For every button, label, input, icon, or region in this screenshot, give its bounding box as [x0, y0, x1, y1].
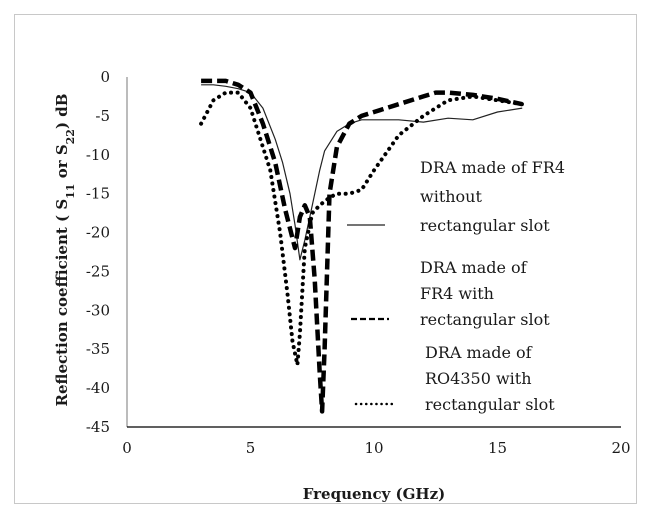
- y-tick-label: -30: [86, 301, 110, 319]
- legend-entry-2: DRA made of FR4 with rectangular slot: [351, 258, 550, 329]
- data-series: [199, 78, 525, 414]
- x-tick-label: 20: [611, 439, 630, 457]
- legend-label-line: DRA made of FR4: [420, 158, 565, 177]
- y-axis-title: Reflection coefficient ( S11 or S22) dB: [53, 94, 77, 407]
- y-tick-labels: 0 -5 -10 -15 -20 -25 -30 -35 -40 -45: [86, 68, 110, 436]
- y-tick-label: -15: [86, 185, 110, 203]
- legend-label-line: DRA made of: [420, 258, 528, 277]
- series-line-2: [201, 78, 523, 414]
- x-tick-label: 15: [488, 439, 507, 457]
- y-axis-title-part: or S: [53, 144, 71, 183]
- y-axis-title-subscript: 11: [64, 184, 77, 199]
- legend-label-line: FR4 with: [420, 284, 494, 303]
- x-tick-labels: 0 5 10 15 20: [122, 439, 630, 457]
- y-tick-label: -20: [86, 224, 110, 242]
- y-tick-label: -10: [86, 146, 110, 164]
- y-axis-title-part: Reflection coefficient ( S: [53, 199, 71, 407]
- legend-label-line: without: [420, 187, 482, 206]
- x-tick-label: 10: [364, 439, 383, 457]
- legend-label-line: rectangular slot: [420, 216, 550, 235]
- legend-label-line: rectangular slot: [425, 395, 555, 414]
- x-tick-label: 0: [122, 439, 132, 457]
- y-tick-label: -45: [86, 418, 110, 436]
- y-axis-title-subscript: 22: [64, 129, 77, 144]
- y-tick-label: -40: [86, 379, 110, 397]
- y-tick-label: -25: [86, 262, 110, 280]
- legend-entry-1: DRA made of FR4 without rectangular slot: [347, 158, 565, 235]
- legend-label-line: rectangular slot: [420, 310, 550, 329]
- y-axis-title-part: ) dB: [53, 94, 71, 130]
- legend-entry-3: DRA made of RO4350 with rectangular slot: [354, 343, 555, 414]
- x-tick-label: 5: [246, 439, 256, 457]
- y-tick-label: -35: [86, 340, 110, 358]
- axes: [126, 77, 621, 428]
- y-tick-label: 0: [100, 68, 110, 86]
- legend-label-line: DRA made of: [425, 343, 533, 362]
- y-tick-label: -5: [95, 107, 110, 125]
- legend-label-line: RO4350 with: [425, 369, 532, 388]
- series-line-3: [199, 90, 525, 367]
- x-axis-title: Frequency (GHz): [303, 485, 445, 503]
